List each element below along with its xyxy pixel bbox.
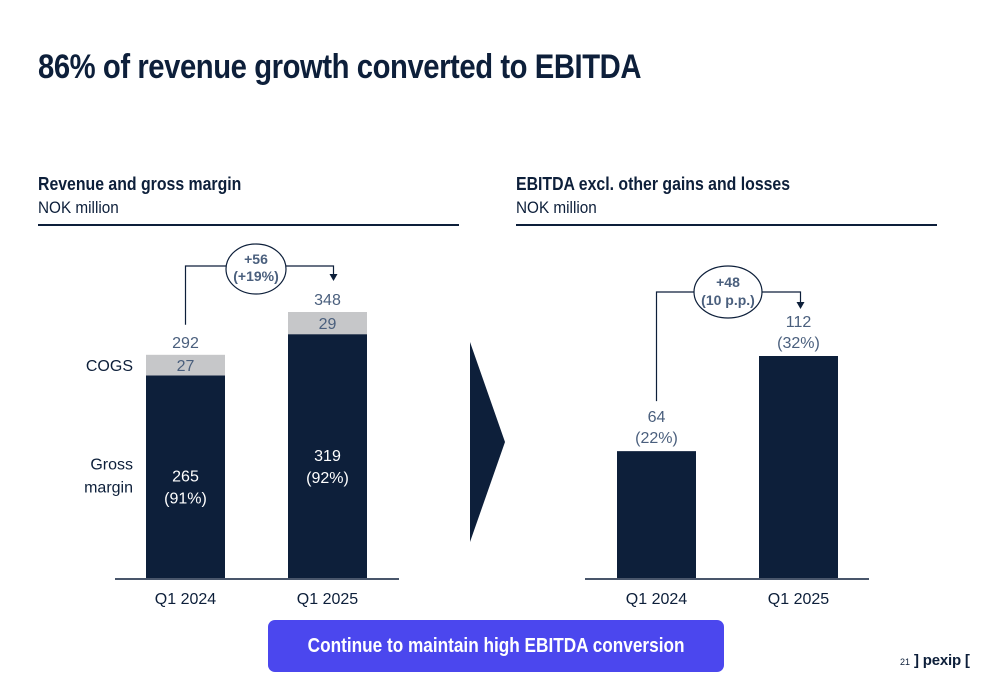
gross-margin-series-label: Gross (90, 457, 133, 474)
pexip-logo: ] pexip [ (914, 652, 970, 669)
ebitda-chart-unit: NOK million (516, 198, 597, 217)
ebitda-header-rule (516, 224, 937, 226)
revenue-category-tick: Q1 2025 (297, 591, 358, 608)
ebitda-value-label: 112 (786, 314, 812, 331)
gross-margin-bar (146, 375, 225, 578)
gross-margin-pct-label: (91%) (164, 491, 207, 508)
cogs-value-label: 29 (319, 316, 337, 333)
ebitda-margin-label: (22%) (635, 430, 678, 447)
gross-margin-bar (288, 334, 367, 578)
ebitda-margin-label: (32%) (777, 335, 820, 352)
ebitda-bar (759, 356, 838, 578)
revenue-growth-arrowhead (329, 274, 338, 281)
ebitda-category-tick: Q1 2025 (768, 591, 829, 608)
revenue-chart-title: Revenue and gross margin (38, 174, 242, 194)
ebitda-bar (617, 451, 696, 578)
ebitda-growth-arrowhead (796, 302, 805, 309)
revenue-growth-bubble (225, 243, 287, 295)
ebitda-growth-bubble (693, 265, 763, 319)
ebitda-growth-pp-label: (10 p.p.) (701, 292, 755, 308)
cogs-value-label: 27 (177, 358, 195, 375)
gross-margin-value-label: 265 (172, 469, 199, 486)
revenue-growth-pct-label: (+19%) (233, 268, 279, 284)
revenue-growth-abs-label: +56 (244, 251, 268, 267)
revenue-category-tick: Q1 2024 (155, 591, 216, 608)
ebitda-panel-header: EBITDA excl. other gains and losses NOK … (516, 174, 827, 218)
page-number: 21 (900, 657, 911, 667)
cogs-series-label: COGS (86, 358, 133, 375)
ebitda-category-tick: Q1 2024 (626, 591, 687, 608)
ebitda-value-label: 64 (648, 409, 666, 426)
gross-margin-pct-label: (92%) (306, 470, 349, 487)
conclusion-banner: Continue to maintain high EBITDA convers… (268, 620, 724, 672)
gross-margin-value-label: 319 (314, 448, 341, 465)
revenue-chart-unit: NOK million (38, 198, 119, 217)
gross-margin-series-label-line2: margin (84, 480, 133, 497)
revenue-header-rule (38, 224, 459, 226)
ebitda-chart-title: EBITDA excl. other gains and losses (516, 174, 791, 194)
cogs-bar (288, 312, 367, 335)
cogs-bar (146, 354, 225, 376)
ebitda-growth-abs-label: +48 (716, 274, 740, 290)
page-title: 86% of revenue growth converted to EBITD… (38, 48, 642, 86)
transition-chevron (470, 342, 505, 542)
revenue-total-label: 292 (172, 335, 199, 352)
conclusion-banner-text: Continue to maintain high EBITDA convers… (307, 634, 685, 657)
revenue-panel-header: Revenue and gross margin NOK million (38, 174, 269, 218)
revenue-total-label: 348 (314, 292, 341, 309)
